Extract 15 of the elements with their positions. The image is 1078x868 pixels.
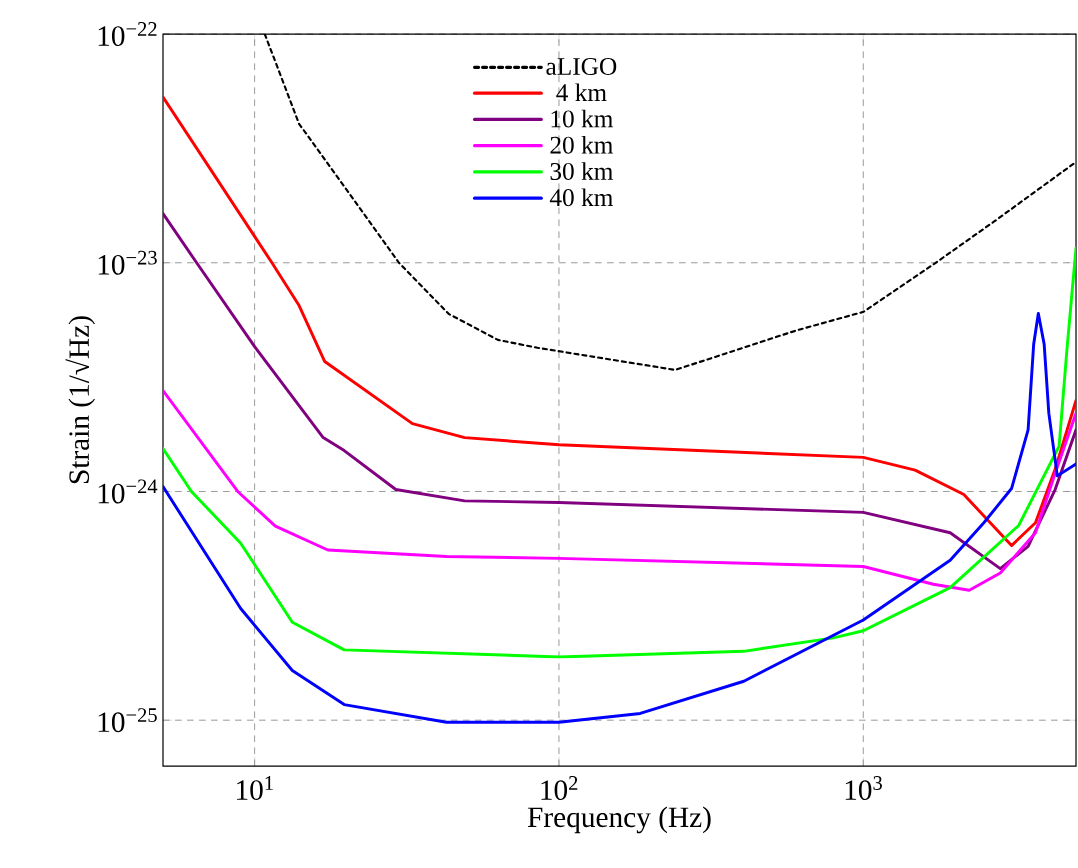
y-tick-label: 10$^{−23}$	[98, 250, 157, 275]
y-axis-title: Strain (1/√Hz)	[65, 316, 96, 484]
x-tick-label: 10$^{2}$	[541, 776, 578, 801]
legend-label: 40 km	[549, 188, 614, 207]
x-tick-label: 10$^{1}$	[237, 776, 273, 800]
legend-label: 4 km	[556, 83, 607, 101]
legend-label: aLIGO	[546, 57, 617, 75]
y-tick-label: 10$^{−24}$	[98, 479, 158, 504]
x-axis-title: Frequency (Hz)	[527, 806, 711, 834]
y-tick-label: 10$^{−22}$	[98, 22, 157, 47]
y-tick-label: 10$^{−25}$	[98, 708, 157, 733]
legend-label: 20 km	[550, 135, 614, 154]
legend-label: 10 km	[551, 109, 614, 128]
x-tick-label: 10$^{3}$	[845, 776, 882, 801]
legend-label: 30 km	[550, 162, 614, 180]
